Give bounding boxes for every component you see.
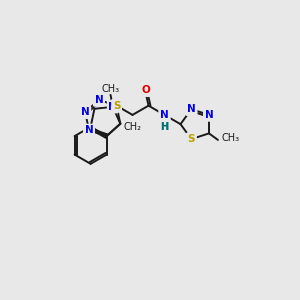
Text: CH₃: CH₃: [222, 133, 240, 142]
Text: S: S: [113, 101, 120, 111]
Text: S: S: [113, 101, 120, 111]
Text: N: N: [160, 110, 169, 120]
Text: O: O: [142, 85, 151, 95]
Text: N: N: [85, 125, 93, 135]
Text: S: S: [188, 134, 195, 144]
Text: N: N: [187, 104, 196, 114]
Text: CH₃: CH₃: [101, 84, 120, 94]
Text: N: N: [205, 110, 213, 120]
Text: N: N: [187, 104, 196, 114]
Text: N: N: [81, 107, 90, 117]
Text: N: N: [85, 125, 93, 135]
Text: N: N: [94, 95, 103, 105]
Text: N: N: [160, 110, 169, 120]
Text: CH₂: CH₂: [124, 122, 142, 132]
Text: N: N: [94, 95, 103, 105]
Text: N: N: [109, 102, 117, 112]
Text: N: N: [205, 110, 213, 120]
Text: H: H: [160, 122, 169, 132]
Text: N: N: [81, 107, 90, 117]
Text: O: O: [142, 85, 151, 95]
Text: S: S: [188, 134, 195, 144]
Text: H: H: [160, 122, 169, 132]
